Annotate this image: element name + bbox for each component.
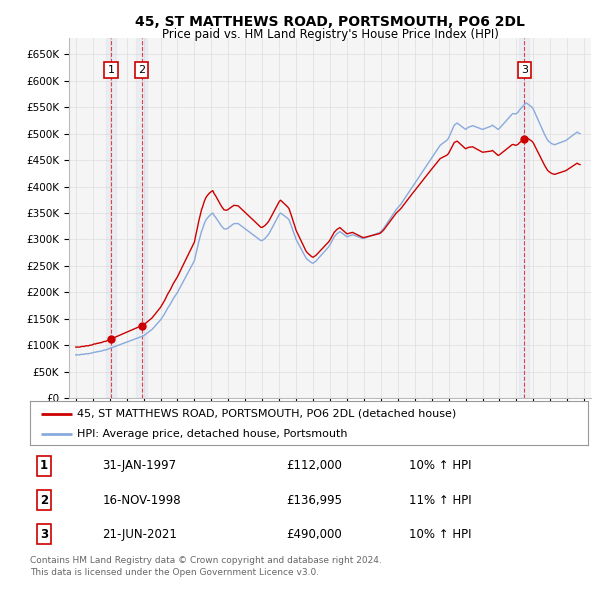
Text: 11% ↑ HPI: 11% ↑ HPI xyxy=(409,493,472,507)
Text: Contains HM Land Registry data © Crown copyright and database right 2024.: Contains HM Land Registry data © Crown c… xyxy=(30,556,382,565)
Bar xyxy=(520,38,529,398)
Bar xyxy=(106,38,116,398)
Text: Price paid vs. HM Land Registry's House Price Index (HPI): Price paid vs. HM Land Registry's House … xyxy=(161,28,499,41)
Text: 3: 3 xyxy=(40,527,48,540)
Text: 2: 2 xyxy=(138,65,145,75)
Bar xyxy=(136,38,146,398)
Text: 45, ST MATTHEWS ROAD, PORTSMOUTH, PO6 2DL (detached house): 45, ST MATTHEWS ROAD, PORTSMOUTH, PO6 2D… xyxy=(77,409,457,418)
Text: 2: 2 xyxy=(40,493,48,507)
Text: 1: 1 xyxy=(40,460,48,473)
Text: 10% ↑ HPI: 10% ↑ HPI xyxy=(409,527,472,540)
Text: 1: 1 xyxy=(107,65,115,75)
Text: HPI: Average price, detached house, Portsmouth: HPI: Average price, detached house, Port… xyxy=(77,430,348,440)
Text: £112,000: £112,000 xyxy=(287,460,343,473)
Text: 3: 3 xyxy=(521,65,528,75)
Text: £490,000: £490,000 xyxy=(287,527,343,540)
Text: £136,995: £136,995 xyxy=(287,493,343,507)
Text: 16-NOV-1998: 16-NOV-1998 xyxy=(103,493,181,507)
Text: 31-JAN-1997: 31-JAN-1997 xyxy=(103,460,176,473)
Text: 10% ↑ HPI: 10% ↑ HPI xyxy=(409,460,472,473)
Text: 21-JUN-2021: 21-JUN-2021 xyxy=(103,527,178,540)
Text: This data is licensed under the Open Government Licence v3.0.: This data is licensed under the Open Gov… xyxy=(30,568,319,576)
Text: 45, ST MATTHEWS ROAD, PORTSMOUTH, PO6 2DL: 45, ST MATTHEWS ROAD, PORTSMOUTH, PO6 2D… xyxy=(135,15,525,29)
